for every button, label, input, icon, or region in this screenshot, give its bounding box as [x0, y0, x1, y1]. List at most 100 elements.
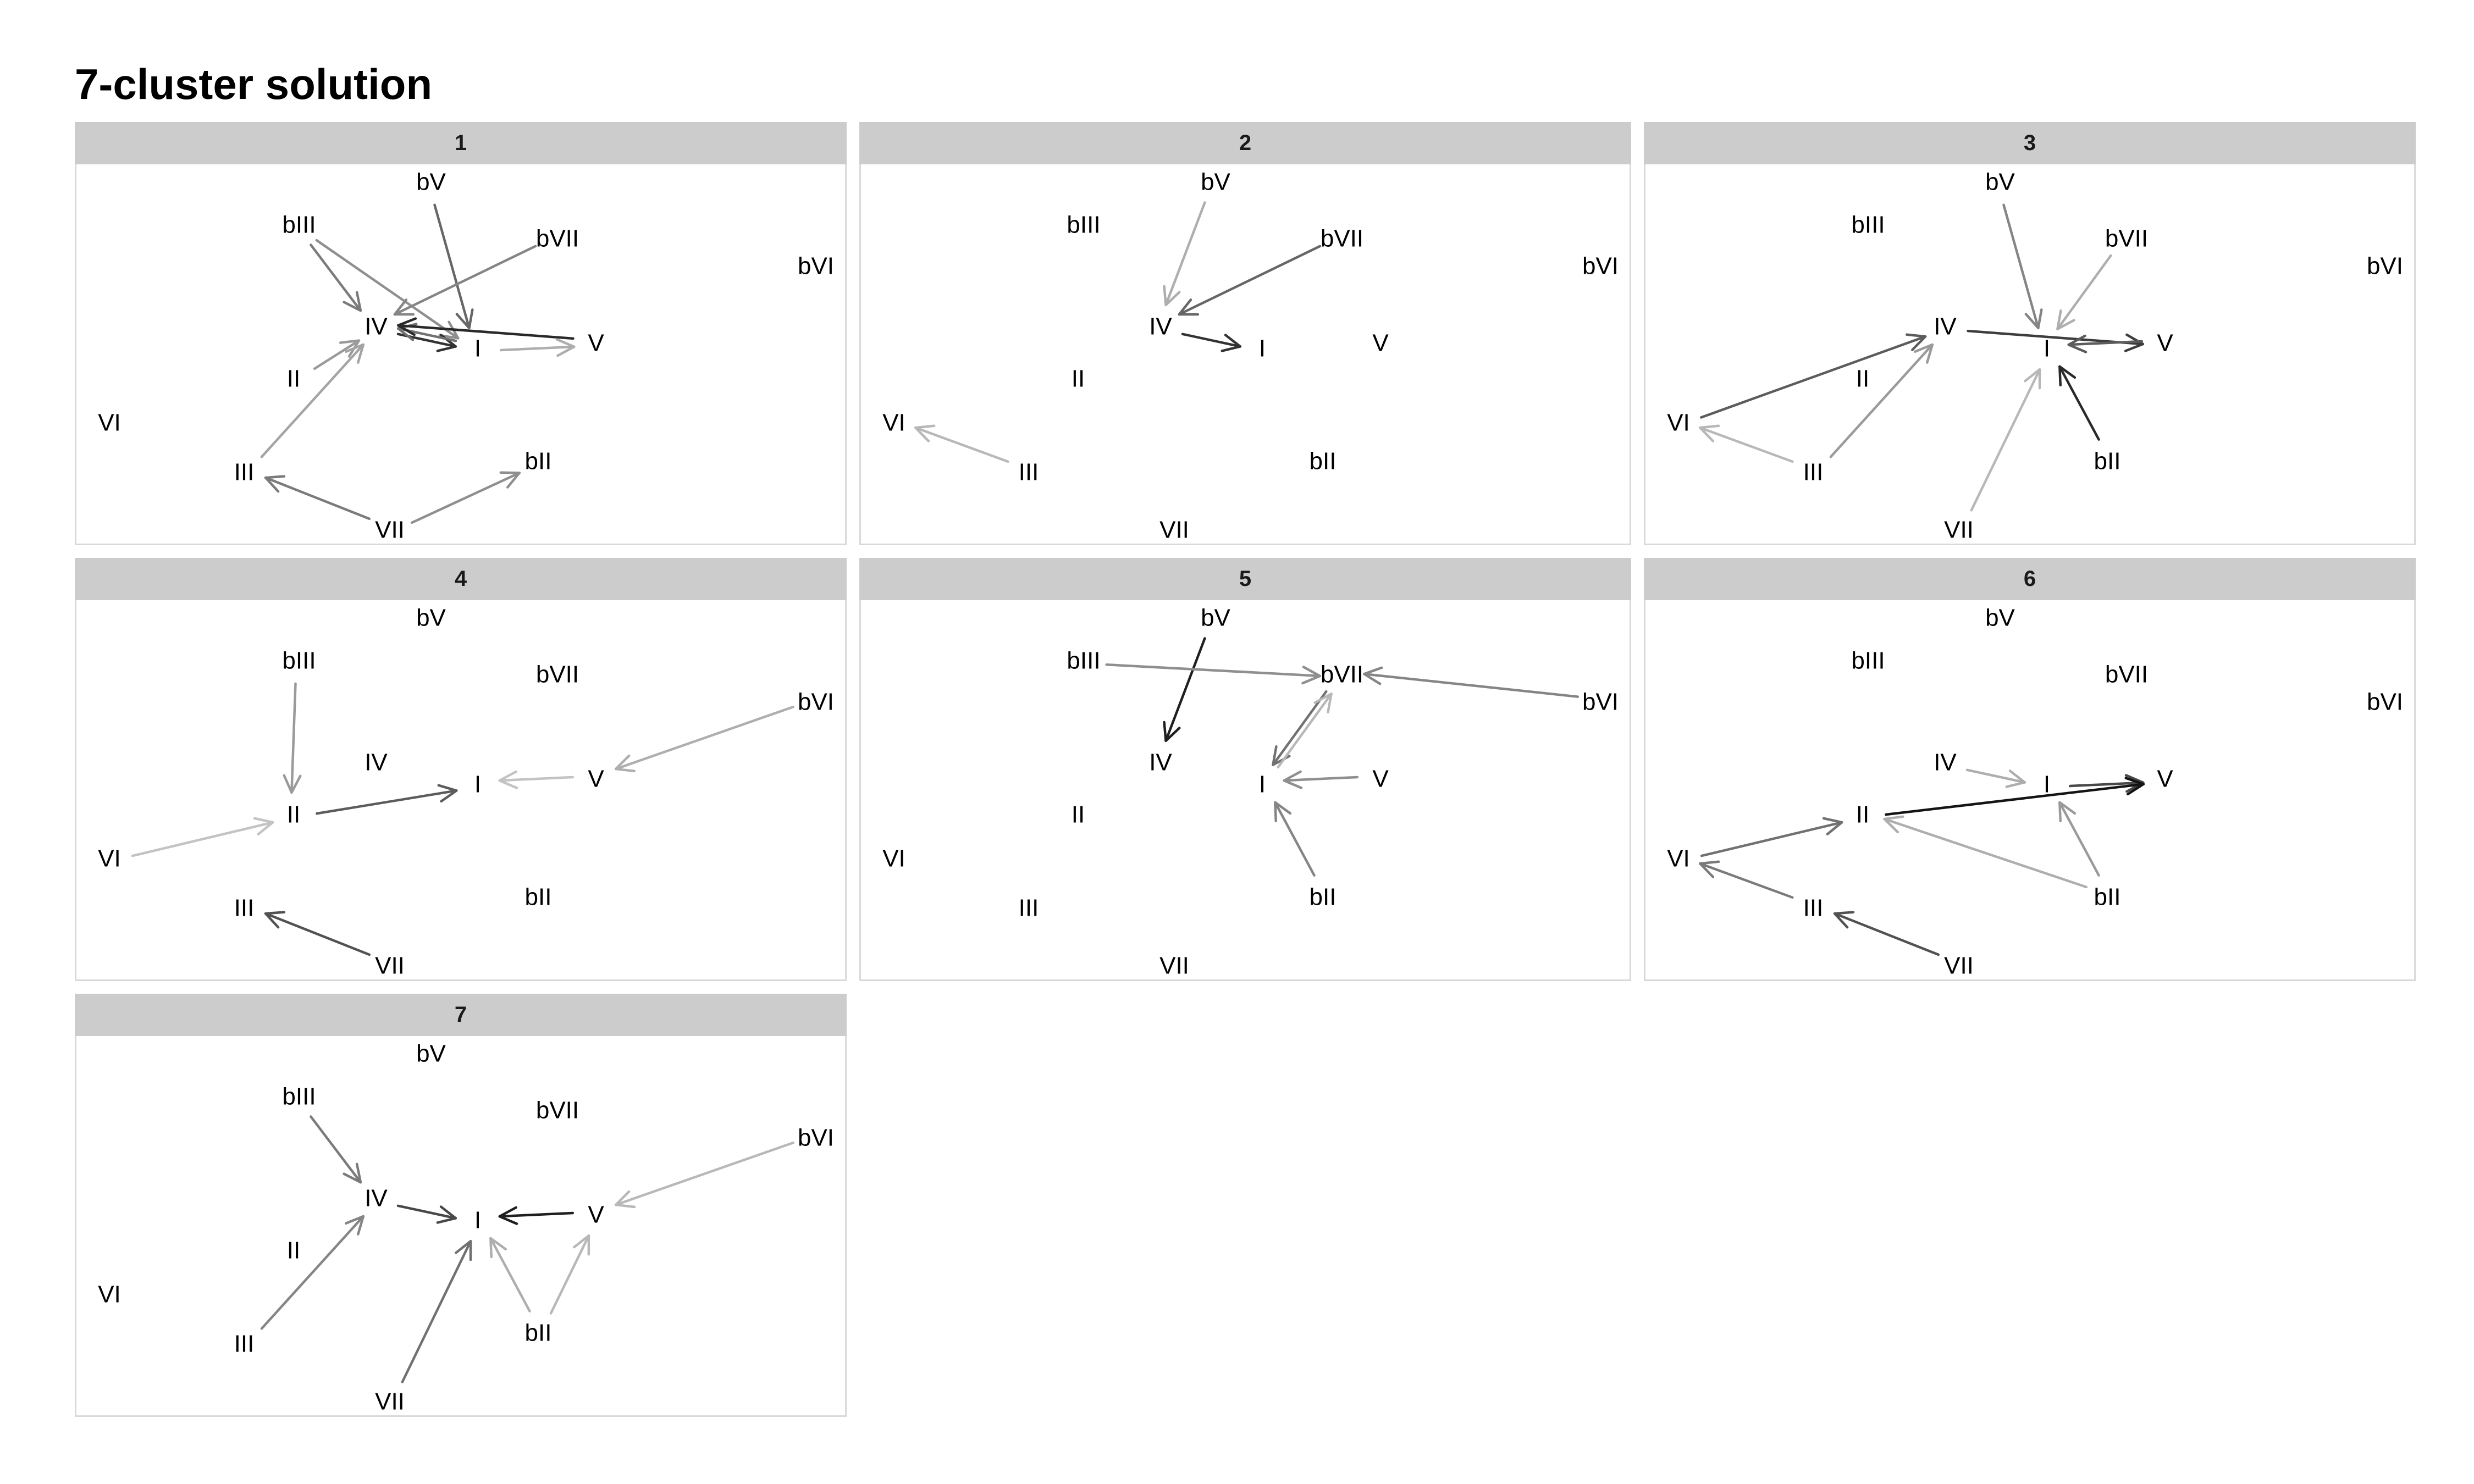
edge-bVI-to-V — [614, 705, 794, 773]
chord-label-II: II — [287, 801, 300, 828]
chord-label-VII: VII — [1944, 953, 1974, 979]
facet-panel-2: 2 bV bIII bVII bVI IV I V II VI III bII VII — [859, 122, 1631, 545]
chord-label-bVII: bVII — [536, 661, 579, 688]
chord-label-III: III — [234, 459, 255, 486]
chord-label-bIII: bIII — [1067, 212, 1100, 239]
edge-bIII-to-I — [315, 239, 460, 340]
facet-strip-label: 5 — [859, 558, 1631, 600]
chord-label-bV: bV — [1201, 605, 1230, 632]
edge-III-to-IV — [260, 1215, 365, 1330]
facet-panel-6: 6 bV bIII bVII bVI IV I V II VI III bII VII — [1644, 558, 2416, 981]
edge-VII-to-I — [1970, 368, 2041, 512]
chord-label-bIII: bIII — [1851, 647, 1885, 674]
chord-label-IV: IV — [1934, 749, 1957, 776]
edge-bII-to-II — [1883, 815, 2088, 889]
chord-label-bVII: bVII — [1321, 225, 1363, 252]
chord-label-VII: VII — [1944, 517, 1974, 544]
edge-III-to-VI — [1699, 424, 1794, 463]
chord-label-bVII: bVII — [1321, 661, 1363, 688]
chord-label-bVI: bVI — [1582, 253, 1619, 280]
chord-label-V: V — [1372, 766, 1389, 793]
chord-label-I: I — [1259, 335, 1266, 362]
chord-label-II: II — [1072, 366, 1085, 392]
edge-bVI-to-bVII — [1363, 666, 1580, 698]
chord-label-bVI: bVI — [2367, 689, 2403, 716]
edge-VI-to-II — [131, 817, 274, 857]
facet-strip-label: 3 — [1644, 122, 2416, 164]
chord-label-bVI: bVI — [2367, 253, 2403, 280]
chord-label-III: III — [1803, 459, 1824, 486]
chord-label-bV: bV — [416, 605, 446, 632]
chord-label-bV: bV — [1985, 169, 2015, 196]
chord-label-bIII: bIII — [1851, 212, 1885, 239]
edge-bV-to-I — [2002, 203, 2043, 330]
edge-bIII-to-bVII — [1105, 663, 1322, 685]
edge-I-to-V — [499, 338, 576, 357]
edge-I-to-bVII — [1277, 693, 1333, 769]
edge-III-to-VI — [914, 424, 1009, 463]
edge-bV-to-IV — [1163, 637, 1206, 743]
edge-V-to-IV — [397, 317, 575, 340]
edge-bIII-to-IV — [310, 1115, 362, 1184]
chord-label-IV: IV — [1934, 313, 1957, 340]
chord-label-bV: bV — [1985, 605, 2015, 632]
edge-bVI-to-V — [614, 1141, 794, 1209]
chord-label-III: III — [1019, 895, 1039, 922]
edge-bII-to-I — [489, 1237, 531, 1313]
chord-label-V: V — [2157, 330, 2173, 357]
chord-label-I: I — [2044, 335, 2050, 362]
facet-strip-label: 6 — [1644, 558, 2416, 600]
chord-label-VII: VII — [375, 517, 405, 544]
chord-label-II: II — [287, 1237, 300, 1264]
chord-label-V: V — [588, 330, 604, 357]
chord-label-VI: VI — [98, 1281, 121, 1308]
chord-label-bII: bII — [1310, 448, 1337, 475]
facet-panel-3: 3 bV bIII bVII bVI IV I V II VI III bII VII — [1644, 122, 2416, 545]
chord-label-bVII: bVII — [2105, 661, 2148, 688]
chord-label-IV: IV — [365, 1185, 388, 1212]
chord-label-VI: VI — [882, 845, 905, 872]
chord-label-bVII: bVII — [536, 225, 579, 252]
chord-label-bV: bV — [1201, 169, 1230, 196]
edge-V-to-I — [498, 770, 575, 789]
chord-label-bVI: bVI — [798, 253, 834, 280]
chord-label-I: I — [2044, 771, 2050, 798]
edge-VII-to-III — [264, 475, 371, 520]
chord-label-V: V — [588, 766, 604, 793]
edge-VII-to-III — [1833, 911, 1940, 956]
chord-label-bV: bV — [416, 1040, 446, 1067]
chord-label-VI: VI — [1667, 845, 1690, 872]
edge-I-to-V — [2068, 774, 2145, 793]
chord-label-bVI: bVI — [798, 689, 834, 716]
chord-label-III: III — [1803, 895, 1824, 922]
chord-label-bII: bII — [2094, 884, 2121, 911]
edge-bVII-to-I — [2056, 254, 2112, 330]
chord-label-bIII: bIII — [282, 212, 316, 239]
edge-IV-to-I — [1965, 768, 2026, 788]
edge-bII-to-I — [2058, 365, 2100, 441]
chord-label-bVI: bVI — [1582, 689, 1619, 716]
edge-bII-to-I — [1274, 801, 1316, 877]
edge-bV-to-IV — [1163, 201, 1206, 307]
figure-title: 7-cluster solution — [75, 60, 433, 108]
chord-label-IV: IV — [365, 749, 388, 776]
chord-label-VI: VI — [1667, 409, 1690, 436]
edge-V-to-I — [2067, 334, 2144, 353]
edge-II-to-IV — [313, 339, 361, 370]
chord-label-I: I — [474, 335, 481, 362]
edge-bIII-to-IV — [310, 243, 362, 312]
facet-strip-label: 1 — [75, 122, 847, 164]
edge-VII-to-III — [264, 911, 371, 956]
chord-label-bII: bII — [525, 448, 552, 475]
chord-label-VII: VII — [375, 1388, 405, 1415]
chord-label-bIII: bIII — [1067, 647, 1100, 674]
edge-bV-to-I — [433, 203, 474, 330]
edge-bVII-to-IV — [393, 245, 537, 316]
facet-panel-4: 4 bV bIII bVII bVI IV I V II VI III bII VII — [75, 558, 847, 981]
edge-VII-to-bII — [410, 471, 521, 524]
